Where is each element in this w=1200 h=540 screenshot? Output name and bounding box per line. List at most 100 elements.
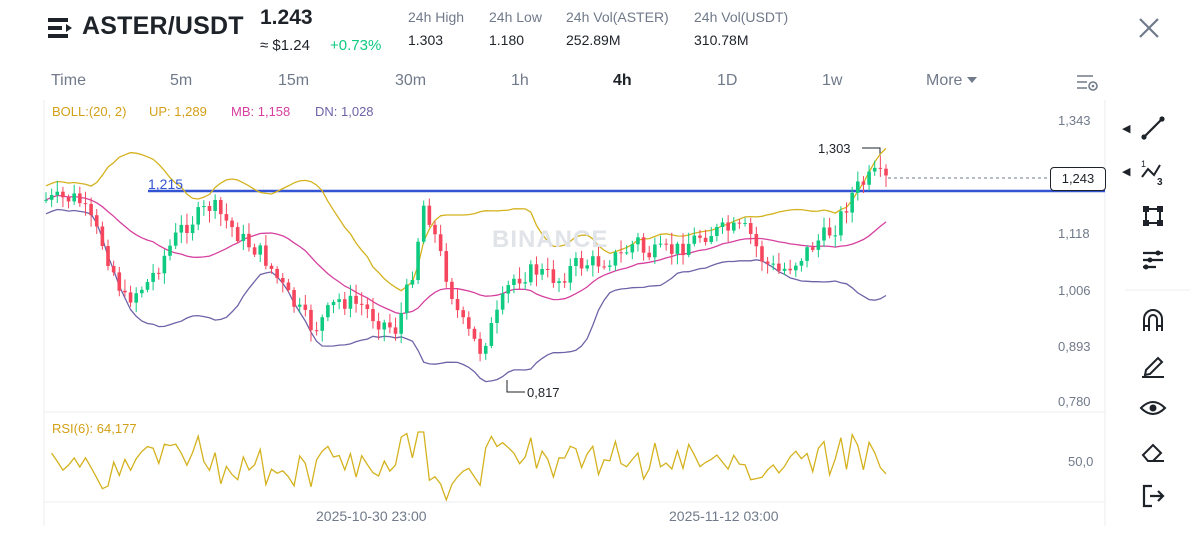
candle-body — [320, 317, 325, 331]
price-axis-label: 0,893 — [1058, 339, 1091, 354]
candle-body — [365, 304, 370, 310]
candle-body — [669, 244, 674, 254]
candle-body — [399, 313, 403, 334]
candle-body — [337, 299, 341, 302]
candle-body — [771, 263, 776, 265]
candle-body — [822, 227, 826, 241]
candle-body — [495, 309, 499, 324]
candle-body — [286, 282, 291, 291]
tab-more[interactable]: More — [926, 72, 978, 90]
candle-body — [596, 256, 601, 267]
candle-body — [619, 252, 623, 254]
candle-body — [512, 278, 516, 285]
candle-body — [607, 265, 612, 267]
candle-body — [602, 266, 606, 268]
candle-body — [793, 265, 798, 271]
candle-body — [816, 240, 821, 250]
usd-price: ≈ $1.24 — [260, 37, 310, 54]
candle-body — [489, 323, 494, 346]
candle-body — [833, 235, 838, 237]
candle-body — [523, 282, 527, 284]
candle-body — [444, 251, 449, 282]
candle-body — [224, 214, 229, 221]
candle-body — [280, 278, 285, 283]
candle-body — [613, 252, 618, 266]
tab-1w[interactable]: 1w — [822, 72, 843, 89]
candle-body — [765, 261, 770, 264]
candle-body — [658, 243, 663, 245]
boll-upper-line — [45, 147, 887, 292]
candle-body — [624, 252, 629, 254]
exit-icon[interactable] — [1138, 481, 1168, 511]
stat-vol-quote-label: 24h Vol(USDT) — [694, 9, 789, 25]
magnet-icon[interactable] — [1138, 305, 1168, 335]
candle-body — [856, 181, 860, 193]
candle-body — [421, 205, 426, 242]
expand-arrow-icon[interactable]: ◀ — [1122, 123, 1131, 135]
candle-body — [258, 245, 263, 255]
candle-body — [748, 223, 753, 234]
candle-body — [500, 293, 505, 310]
candle-body — [292, 290, 296, 307]
close-icon[interactable] — [1136, 15, 1162, 41]
tab-30m[interactable]: 30m — [395, 72, 427, 89]
eraser-icon[interactable] — [1138, 437, 1168, 467]
candle-body — [140, 289, 144, 294]
stat-low-label: 24h Low — [489, 9, 542, 25]
candle-body — [303, 304, 308, 310]
candle-body — [726, 222, 730, 231]
trend-line-icon[interactable] — [1138, 113, 1168, 143]
shape-icon[interactable] — [1138, 201, 1168, 231]
candle-body — [185, 224, 189, 233]
tab-1d[interactable]: 1D — [717, 72, 738, 89]
candle-body — [715, 226, 719, 237]
rsi-axis-label: 50,0 — [1068, 454, 1094, 469]
price-axis-label: 1,343 — [1058, 113, 1091, 128]
candle-body — [788, 268, 792, 271]
candle-body — [128, 292, 133, 303]
tab-15m[interactable]: 15m — [278, 72, 310, 89]
candle-body — [134, 293, 139, 303]
candle-body — [455, 298, 460, 311]
candle-body — [393, 327, 398, 334]
candle-body — [218, 200, 223, 215]
candle-body — [111, 265, 116, 273]
rsi-line — [51, 431, 887, 502]
tab-1h[interactable]: 1h — [511, 72, 529, 89]
candle-body — [252, 247, 257, 255]
candle-body — [348, 295, 353, 309]
candle-body — [207, 206, 212, 211]
date-label: 2025-10-30 23:00 — [316, 508, 427, 524]
candle-body — [405, 284, 409, 314]
candle-body — [156, 272, 161, 274]
eye-icon[interactable] — [1138, 393, 1168, 423]
candle-body — [675, 243, 680, 254]
tab-time[interactable]: Time — [51, 72, 86, 89]
chart-settings-icon[interactable] — [1075, 72, 1099, 94]
candle-body — [551, 269, 556, 283]
candle-body — [720, 222, 725, 227]
tab-5m[interactable]: 5m — [170, 72, 193, 89]
settings-lines-icon[interactable] — [1138, 245, 1168, 275]
candle-body — [66, 197, 71, 202]
price-axis-label: 1,006 — [1058, 283, 1091, 298]
pencil-icon[interactable] — [1138, 349, 1168, 379]
boll-mb: MB: 1,158 — [231, 104, 291, 119]
tab-4h[interactable]: 4h — [613, 72, 632, 89]
candle-body — [179, 224, 184, 233]
candle-body — [162, 255, 167, 274]
stat-high-value: 1.303 — [408, 32, 444, 48]
candle-body — [805, 247, 809, 261]
candle-body — [190, 224, 195, 233]
expand-arrow-icon[interactable]: ◀ — [1122, 166, 1131, 178]
candle-body — [839, 211, 843, 236]
candle-body — [213, 200, 217, 211]
chevron-down-icon — [967, 77, 978, 83]
candle-body — [202, 206, 206, 208]
candle-body — [545, 268, 550, 270]
pair-title[interactable]: ASTER/USDT — [82, 12, 244, 40]
candle-body — [850, 192, 854, 213]
menu-icon[interactable] — [48, 16, 74, 40]
